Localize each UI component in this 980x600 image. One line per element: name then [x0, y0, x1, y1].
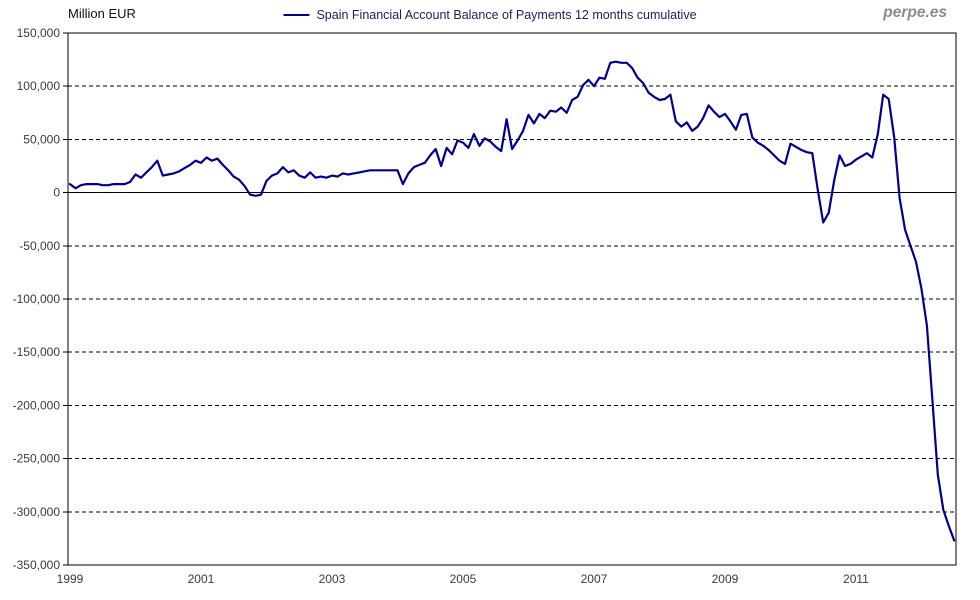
y-tick-label: 100,000: [17, 79, 61, 93]
y-tick-label: -300,000: [13, 505, 61, 519]
series-line: [68, 60, 956, 542]
chart-legend: Spain Financial Account Balance of Payme…: [283, 8, 697, 22]
x-tick-label: 2005: [450, 572, 477, 586]
y-tick-label: -100,000: [13, 292, 61, 306]
x-tick-label: 2011: [843, 572, 869, 586]
y-tick-label: -250,000: [13, 452, 61, 466]
y-tick-label: 150,000: [17, 26, 61, 40]
x-tick-label: 2001: [188, 572, 215, 586]
y-tick-label: 0: [53, 186, 60, 200]
legend-series-label: Spain Financial Account Balance of Payme…: [316, 8, 697, 22]
x-tick-label: 2007: [581, 572, 608, 586]
y-tick-label: -50,000: [19, 239, 60, 253]
watermark-text: perpe.es: [883, 4, 947, 21]
y-axis-unit-label: Million EUR: [68, 6, 136, 21]
x-tick-label: 1999: [57, 572, 84, 586]
x-tick-label: 2003: [319, 572, 346, 586]
y-tick-label: -150,000: [13, 345, 61, 359]
x-tick-label: 2009: [712, 572, 739, 586]
y-tick-label: -200,000: [13, 398, 61, 412]
legend-line-swatch: [283, 14, 310, 16]
y-tick-label: 50,000: [23, 132, 60, 146]
y-tick-label: -350,000: [13, 558, 61, 572]
